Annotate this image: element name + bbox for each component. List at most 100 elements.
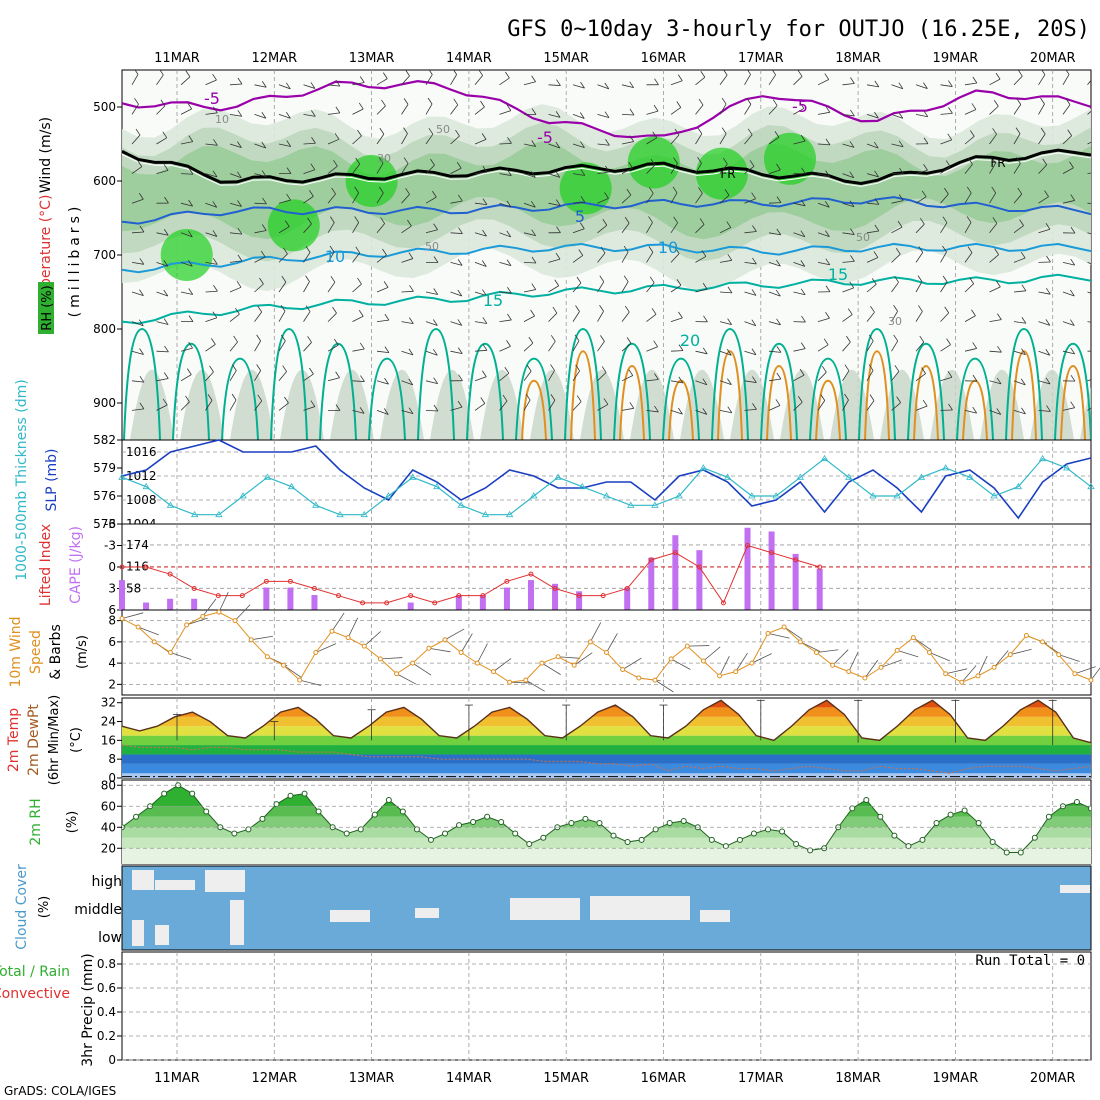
wind-barb-flag [676,279,682,286]
wind-barb-flag [531,171,536,178]
wind-barb-flag [1070,374,1076,382]
wind-barb [278,275,287,293]
wind10-marker [927,650,932,655]
wind-barb-flag [333,159,338,167]
wind-barb-shaft [548,143,560,149]
wind10-barb [1074,666,1096,675]
wind-barb-shaft [817,262,830,266]
thickness-marker [360,510,368,518]
t2-left-labels: 2m Temp 2m DewPt (6hr Min/Max) (°C) [6,695,84,785]
wind-barb [1062,226,1076,234]
wind-barb [229,307,240,322]
wind-barb [940,107,953,115]
wind-barb-shaft [474,376,487,382]
rh2m-marker [596,820,603,827]
thickness-marker [966,473,974,480]
wind-barb-flag [701,250,707,257]
wind-barb-shaft [915,196,927,204]
wind-barb-flag [309,190,314,197]
ylabel-thickness: 1000-500mb Thickness (dm) [14,379,30,580]
ylabel-rh: RH (%) [40,285,55,330]
wind-barb [499,340,511,352]
wind-barb-flag [923,137,929,144]
wind-barb-flag [604,111,610,118]
wind-barb-shaft [695,256,707,263]
wind-barb-flag [898,140,904,148]
wind-barb-flag [286,112,291,119]
wind-barb-shaft [1062,350,1075,355]
wind-barb [768,131,780,145]
wind-barb [621,402,635,411]
wind-barb [1013,407,1026,415]
wind10-barb [444,628,465,641]
wind-barb [842,308,853,322]
wind-barb-shaft [523,202,536,208]
wind-barb-shaft [597,311,604,322]
cloud-level-middle: middle [74,902,122,918]
wind-barb-flag [849,171,855,178]
wind-barb [670,407,683,415]
wind-barb-shaft [695,350,708,355]
wind-barb-flag [824,201,830,208]
wind-barb-shaft [303,196,314,204]
wind-barb [450,289,463,297]
top-date-label: 13MAR [349,51,395,66]
wind-barb [719,254,733,263]
wind-barb-shaft [450,167,462,174]
precip-panel: 00.20.40.60.8 [97,951,1092,1067]
wind-barb [425,223,438,234]
rh2m-marker [1088,805,1091,812]
wind-barb [499,169,512,176]
wind-barb-flag [138,193,144,200]
wind10-barb [573,652,593,666]
wind-barb [327,245,335,263]
wind-barb-shaft [940,251,947,263]
wind-barb-shaft [670,380,683,384]
wind-barb-flag [944,187,949,195]
wind-barb [499,394,508,411]
wind-barb-shaft [156,350,169,353]
wind-barb-shaft [621,407,634,411]
wind-barb-shaft [401,350,414,356]
wind-barb-shaft [891,282,899,293]
wind-barb-flag [383,281,389,288]
wind-barb [352,246,361,263]
li-marker [745,543,751,548]
wind-barb-flag [457,347,463,354]
wind-barb-shaft [499,346,511,352]
wind-barb [719,378,732,385]
contour-label: 50 [425,240,439,253]
wind-barb [156,260,169,267]
wind-barb-shaft [964,315,976,322]
wind-barb-shaft [891,340,899,352]
wind-barb-shaft [1013,257,1026,263]
wind-barb-flag [1095,230,1099,236]
wind-barb [401,407,414,415]
wind-barb-shaft [793,291,806,296]
wind-barb-shaft [352,163,361,174]
wind-barb-flag [824,73,830,80]
li-marker [817,564,823,570]
wind-barb-shaft [205,232,218,237]
wind-barb [964,406,978,414]
wind-barb-shaft [744,104,752,115]
wind-barb [401,70,410,86]
wind-barb-flag [825,170,830,177]
wind-barb [842,77,855,86]
wind10-marker [248,637,254,643]
wind-barb-flag [381,99,386,107]
wind-barb [523,229,536,237]
wind-barb [450,98,459,115]
wind-barb-flag [849,200,855,207]
wind-barb-flag [776,196,782,203]
wind-barb-flag [330,275,336,283]
wind-barb [425,256,439,263]
wind-barb [646,308,657,322]
wind-barb-flag [776,318,781,326]
wind-barb-flag [504,367,510,374]
rh2m-marker [905,843,912,850]
y-tick-label-right: 1016 [126,445,157,459]
wind-barb-shaft [205,112,218,115]
wind-barb [254,277,264,293]
wind-barb-shaft [499,110,511,115]
